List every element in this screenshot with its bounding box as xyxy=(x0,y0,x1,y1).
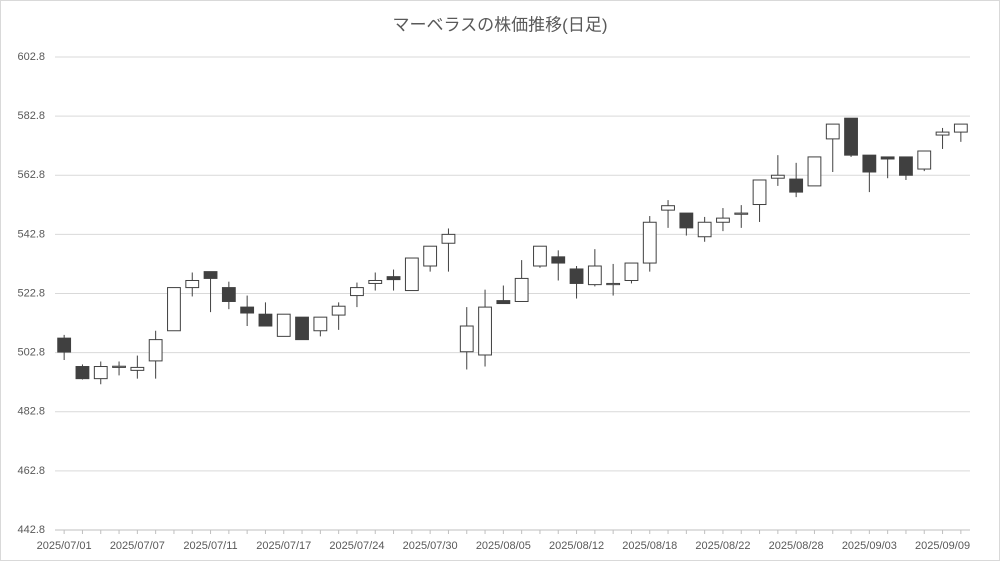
candle-body xyxy=(587,265,602,286)
y-tick-label: 442.8 xyxy=(17,524,45,536)
candle-body xyxy=(752,179,767,206)
candle-body xyxy=(642,221,657,264)
candle-body xyxy=(569,268,584,284)
x-tick-label: 2025/09/09 xyxy=(915,540,970,552)
x-tick-label: 2025/09/03 xyxy=(842,540,897,552)
candle-body xyxy=(624,262,639,281)
candle-body xyxy=(167,287,181,332)
candle-body xyxy=(313,316,328,332)
candle-body xyxy=(57,337,72,353)
candle-body xyxy=(770,174,785,179)
candle-body xyxy=(386,276,401,281)
x-tick-label: 2025/08/05 xyxy=(476,540,531,552)
candle-body xyxy=(917,150,932,170)
candle-body xyxy=(368,279,383,284)
y-tick-label: 542.8 xyxy=(17,228,45,240)
x-tick-label: 2025/07/30 xyxy=(403,540,458,552)
y-tick-label: 462.8 xyxy=(17,465,45,477)
candle-body xyxy=(240,306,255,314)
candle-body xyxy=(148,339,163,362)
candle-body xyxy=(844,117,858,156)
candle-body xyxy=(478,306,492,356)
x-tick-label: 2025/07/07 xyxy=(110,540,165,552)
candle-body xyxy=(679,212,694,229)
candle-body xyxy=(697,221,712,238)
candle-body xyxy=(423,245,438,267)
candle-body xyxy=(661,205,675,211)
candle-body xyxy=(862,154,877,173)
y-tick-label: 482.8 xyxy=(17,406,45,418)
candle-body xyxy=(533,245,547,267)
candle-body xyxy=(953,123,968,133)
y-tick-label: 562.8 xyxy=(17,169,45,181)
candle-body xyxy=(185,279,200,289)
candle-body xyxy=(716,217,730,223)
candle-body xyxy=(459,325,474,353)
candle-body xyxy=(404,257,419,292)
candle-body xyxy=(112,365,126,368)
candle-body xyxy=(276,313,291,337)
candle-body xyxy=(551,256,566,264)
x-tick-label: 2025/08/28 xyxy=(769,540,824,552)
x-tick-label: 2025/08/22 xyxy=(695,540,750,552)
candle-body xyxy=(258,313,273,327)
chart-title: マーベラスの株価推移(日足) xyxy=(393,15,608,34)
x-tick-label: 2025/07/24 xyxy=(329,540,384,552)
candle-body xyxy=(350,287,364,297)
candle-body xyxy=(807,156,822,187)
candle-body xyxy=(825,123,840,140)
y-tick-label: 602.8 xyxy=(17,51,45,63)
candle-body xyxy=(899,156,913,176)
x-tick-label: 2025/07/11 xyxy=(183,540,237,552)
candle-body xyxy=(496,300,511,305)
candle-body xyxy=(514,277,529,302)
candle-body xyxy=(130,366,145,371)
candle-body xyxy=(203,271,218,279)
x-tick-label: 2025/07/01 xyxy=(37,540,92,552)
y-tick-label: 502.8 xyxy=(17,347,45,359)
candle-body xyxy=(606,282,621,286)
candle-body xyxy=(935,131,950,136)
y-tick-label: 522.8 xyxy=(17,287,45,299)
y-tick-label: 582.8 xyxy=(17,110,45,122)
x-tick-label: 2025/08/18 xyxy=(622,540,677,552)
x-tick-label: 2025/08/12 xyxy=(549,540,604,552)
candle-body xyxy=(734,212,749,215)
candle-body xyxy=(441,233,456,244)
candle-body xyxy=(93,366,108,380)
candle-body xyxy=(75,366,90,380)
candle-body xyxy=(331,305,346,316)
x-tick-label: 2025/07/17 xyxy=(256,540,311,552)
candle-body xyxy=(789,178,804,193)
candle-body xyxy=(295,316,309,341)
candle-body xyxy=(880,156,895,160)
candle-body xyxy=(221,287,236,302)
